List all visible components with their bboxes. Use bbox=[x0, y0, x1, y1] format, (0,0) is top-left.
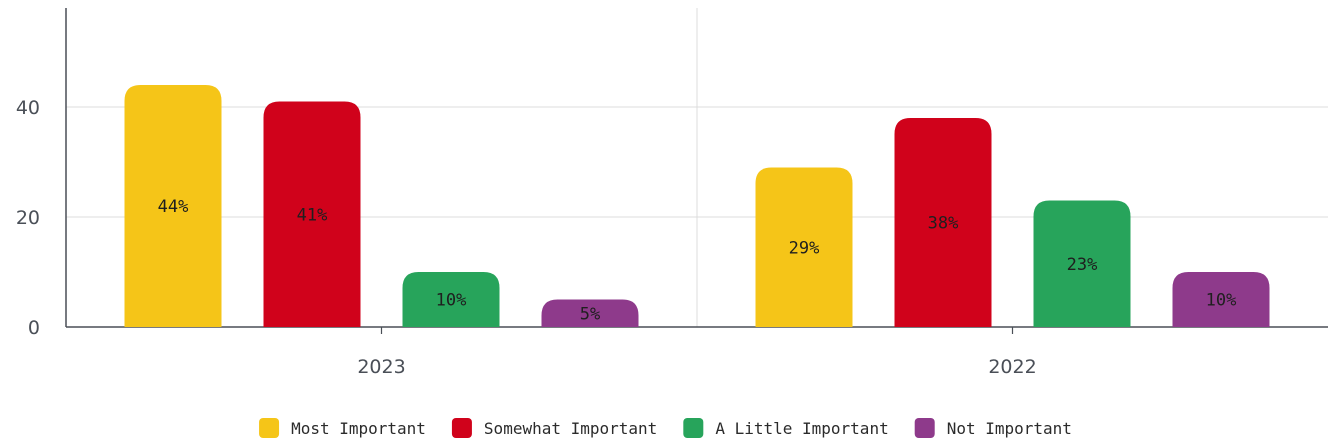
legend-swatch bbox=[683, 418, 704, 438]
bar-not-important-2022 bbox=[1172, 272, 1270, 327]
data-labels-layer: 44% 41% 10% 5% 29% 38% 23% 10% bbox=[158, 197, 1237, 324]
bar-data-label: 10% bbox=[1206, 291, 1237, 311]
bar-data-label: 44% bbox=[158, 197, 189, 217]
legend: Most Important Somewhat Important A Little… bbox=[259, 418, 1072, 438]
bar-a-little-important-2022 bbox=[1033, 200, 1131, 327]
bar-most-important-2022 bbox=[755, 167, 853, 327]
bar-somewhat-important-2023 bbox=[263, 101, 361, 327]
bar-a-little-important-2023 bbox=[402, 272, 500, 327]
bar-data-label: 5% bbox=[580, 304, 600, 324]
bar-somewhat-important-2022 bbox=[894, 118, 992, 327]
y-tick-label: 0 bbox=[28, 317, 40, 339]
bars-layer bbox=[124, 85, 1270, 327]
y-tick-label: 20 bbox=[16, 207, 40, 229]
bar-data-label: 41% bbox=[297, 205, 328, 225]
bar-not-important-2023 bbox=[541, 299, 639, 327]
legend-label: A Little Important bbox=[715, 419, 888, 438]
legend-label: Most Important bbox=[291, 419, 426, 438]
legend-label: Not Important bbox=[947, 419, 1072, 438]
bar-data-label: 38% bbox=[928, 214, 959, 234]
bar-data-label: 23% bbox=[1067, 255, 1098, 275]
bar-most-important-2023 bbox=[124, 85, 222, 327]
bar-data-label: 10% bbox=[436, 291, 467, 311]
legend-swatch bbox=[914, 418, 935, 438]
y-tick-label: 40 bbox=[16, 97, 40, 119]
legend-swatch bbox=[259, 418, 280, 438]
x-category-label: 2022 bbox=[988, 356, 1036, 378]
x-category-label: 2023 bbox=[357, 356, 405, 378]
bar-data-label: 29% bbox=[789, 238, 820, 258]
grid-layer bbox=[66, 8, 1328, 327]
legend-swatch bbox=[451, 418, 472, 438]
legend-label: Somewhat Important bbox=[484, 419, 657, 438]
